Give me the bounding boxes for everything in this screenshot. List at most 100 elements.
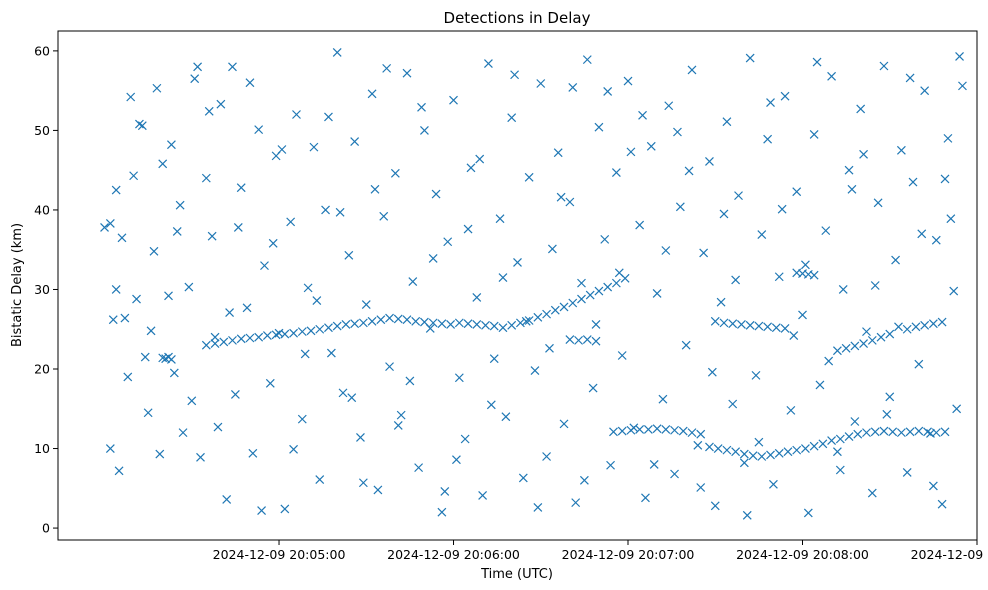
- data-point: [454, 318, 464, 328]
- data-point: [792, 187, 802, 197]
- data-point: [146, 326, 156, 336]
- data-point: [710, 501, 720, 511]
- data-point: [233, 223, 243, 232]
- data-point: [260, 261, 269, 271]
- data-point: [166, 355, 176, 364]
- data-point: [780, 91, 790, 101]
- data-point: [254, 125, 264, 135]
- data-point: [646, 141, 656, 151]
- data-point: [105, 444, 115, 453]
- data-point: [382, 63, 392, 73]
- data-point: [437, 507, 447, 517]
- data-point: [265, 378, 275, 388]
- data-point: [498, 323, 508, 333]
- data-point: [521, 316, 531, 326]
- data-point: [731, 275, 741, 285]
- plot-frame: [57, 30, 978, 541]
- data-point: [789, 331, 799, 341]
- x-axis: 2024-12-09 20:05:00 2024-12-09 20:06:00 20…: [213, 540, 988, 562]
- data-point: [533, 312, 543, 322]
- data-point: [885, 392, 895, 402]
- x-axis-label: Time (UTC): [480, 567, 553, 582]
- data-point: [452, 455, 461, 465]
- data-point: [780, 324, 790, 333]
- data-point: [757, 452, 767, 461]
- data-point: [216, 99, 226, 109]
- data-point: [478, 491, 488, 500]
- data-point: [745, 320, 755, 330]
- data-point: [242, 303, 252, 313]
- data-point: [204, 106, 214, 116]
- data-point: [643, 425, 653, 434]
- data-point: [280, 504, 290, 514]
- data-point: [635, 220, 645, 230]
- data-point: [486, 400, 496, 410]
- data-point: [510, 70, 520, 80]
- data-point: [367, 89, 377, 99]
- data-point: [344, 250, 354, 260]
- data-point: [585, 290, 595, 300]
- data-point: [885, 329, 895, 339]
- data-point: [891, 255, 900, 265]
- data-point: [594, 286, 604, 296]
- data-point: [870, 427, 880, 437]
- data-point: [559, 419, 569, 429]
- data-point: [513, 258, 522, 267]
- data-point: [414, 463, 424, 473]
- data-point: [105, 219, 115, 228]
- data-point: [870, 281, 880, 290]
- data-point: [841, 343, 851, 353]
- data-point: [859, 339, 869, 348]
- data-point: [888, 427, 898, 437]
- x-tick-label: 2024-12-09 20:07:00: [562, 547, 695, 562]
- data-point: [123, 372, 133, 382]
- data-point: [763, 134, 773, 144]
- data-point: [248, 448, 258, 458]
- data-point: [553, 148, 563, 158]
- data-point: [507, 320, 517, 330]
- data-point: [940, 427, 950, 437]
- data-point: [838, 285, 848, 294]
- data-point: [542, 452, 552, 461]
- data-point: [228, 62, 237, 72]
- data-point: [332, 321, 342, 331]
- data-point: [687, 428, 697, 438]
- data-point: [466, 163, 476, 173]
- data-point: [140, 352, 150, 362]
- data-point: [463, 319, 473, 329]
- data-point: [370, 184, 380, 194]
- data-point: [638, 110, 647, 120]
- data-point: [832, 447, 842, 457]
- data-point: [809, 270, 819, 280]
- data-point: [361, 300, 371, 310]
- data-point: [550, 305, 560, 315]
- data-point: [705, 157, 714, 166]
- data-point: [955, 52, 964, 61]
- data-point: [722, 117, 732, 127]
- data-point: [190, 74, 200, 84]
- markers-layer: [100, 48, 967, 520]
- data-point: [172, 226, 182, 236]
- data-point: [193, 62, 203, 72]
- data-point: [262, 331, 272, 341]
- data-point: [728, 319, 738, 329]
- data-point: [879, 426, 889, 436]
- data-point: [809, 441, 819, 451]
- data-point: [652, 424, 662, 434]
- data-point: [245, 333, 255, 343]
- data-point: [396, 410, 406, 420]
- data-point: [792, 445, 802, 455]
- data-point: [405, 376, 415, 386]
- data-point: [411, 316, 421, 326]
- data-point: [768, 479, 778, 489]
- data-point: [873, 198, 883, 208]
- data-point: [920, 86, 930, 96]
- data-point: [289, 444, 298, 454]
- data-point: [178, 428, 188, 438]
- data-point: [245, 78, 255, 88]
- data-point: [297, 327, 307, 337]
- data-point: [850, 341, 860, 351]
- data-point: [664, 101, 674, 111]
- data-point: [824, 356, 834, 366]
- data-point: [187, 396, 197, 406]
